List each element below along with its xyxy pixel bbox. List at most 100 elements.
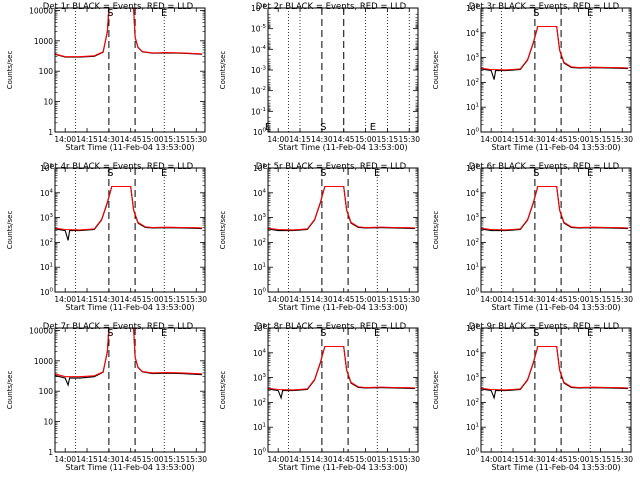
events-series-line: [55, 8, 203, 58]
lld-series-line: [55, 185, 203, 231]
y-axis-label: Counts/sec: [219, 51, 227, 90]
x-tick-label: 15:15: [377, 135, 399, 144]
y-axis-label: Counts/sec: [432, 51, 440, 90]
x-tick-label: 14:30: [98, 295, 120, 304]
y-tick-label: 10-5: [251, 24, 267, 33]
events-series-line: [55, 185, 203, 241]
x-tick-label: 14:45: [120, 295, 142, 304]
x-tick-label: 15:15: [164, 295, 186, 304]
plot-area: [55, 8, 203, 132]
x-tick-label: 15:30: [611, 455, 633, 464]
plot-area: [268, 328, 416, 452]
chart-title: Det 4r BLACK = Events, RED = LLD: [43, 162, 194, 172]
y-tick-label: 100: [466, 128, 480, 138]
lld-series-line: [481, 25, 629, 71]
y-tick-label: 101: [466, 423, 479, 433]
x-axis-label: Start Time (11-Feb-04 13:53:00): [65, 303, 194, 312]
lld-series-line: [481, 345, 629, 391]
y-tick-label: 103: [253, 373, 267, 383]
x-tick-label: 14:30: [311, 455, 333, 464]
time-marker-label: S: [533, 168, 539, 179]
x-tick-label: 14:00: [480, 295, 502, 304]
time-marker-label: E: [587, 328, 593, 339]
y-tick-label: 101: [253, 263, 266, 273]
x-tick-label: 15:00: [142, 135, 164, 144]
x-tick-label: 14:00: [480, 455, 502, 464]
x-tick-label: 14:15: [289, 135, 311, 144]
y-tick-label: 102: [466, 238, 479, 248]
chart-title: Det 9r BLACK = Events, RED = LLD: [469, 322, 620, 332]
time-marker-label: E: [587, 8, 593, 19]
y-axis-label: Counts/sec: [432, 371, 440, 410]
y-axis-label: Counts/sec: [219, 211, 227, 250]
y-tick-label: 101: [466, 263, 479, 273]
lld-series-line: [55, 328, 203, 378]
x-tick-label: 14:45: [333, 295, 355, 304]
x-tick-label: 14:15: [502, 455, 524, 464]
y-tick-label: 100: [39, 387, 54, 396]
y-tick-label: 105: [466, 4, 480, 14]
x-axis-label: Start Time (11-Feb-04 13:53:00): [491, 463, 620, 472]
y-tick-label: 102: [40, 238, 53, 248]
y-tick-label: 103: [253, 213, 267, 223]
plot-frame: [267, 327, 419, 453]
x-axis-label: Start Time (11-Feb-04 13:53:00): [278, 303, 407, 312]
lld-series-line: [268, 185, 416, 231]
time-marker-label: S: [320, 168, 326, 179]
y-tick-label: 103: [466, 213, 480, 223]
x-tick-label: 14:00: [480, 135, 502, 144]
y-tick-label: 104: [466, 188, 480, 198]
x-tick-label: 14:30: [98, 455, 120, 464]
y-tick-label: 100: [253, 448, 267, 458]
time-marker-label: E: [374, 168, 380, 179]
x-axis-label: Start Time (11-Feb-04 13:53:00): [491, 143, 620, 152]
time-marker-label: S: [107, 168, 113, 179]
x-tick-label: 15:30: [185, 455, 207, 464]
plot-frame: [54, 7, 206, 133]
y-tick-label: 105: [253, 324, 267, 334]
x-tick-label: 15:30: [398, 455, 420, 464]
y-tick-label: 104: [40, 188, 54, 198]
x-tick-label: 15:00: [355, 135, 377, 144]
time-marker-label: E: [370, 122, 376, 133]
x-tick-label: 15:30: [398, 295, 420, 304]
plot-area: [287, 8, 410, 132]
x-tick-label: 14:00: [54, 295, 76, 304]
x-tick-label: 14:00: [267, 135, 289, 144]
x-tick-label: 14:30: [524, 455, 546, 464]
y-tick-label: 104: [466, 348, 480, 358]
x-tick-label: 15:30: [398, 135, 420, 144]
plot-frame: [480, 327, 632, 453]
plot-frame: [267, 7, 419, 133]
chart-title: Det 3r BLACK = Events, RED = LLD: [469, 2, 620, 12]
y-axis-label: Counts/sec: [6, 51, 14, 90]
y-axis-label: Counts/sec: [6, 211, 14, 250]
x-tick-label: 15:15: [164, 455, 186, 464]
time-marker-label: E: [161, 168, 167, 179]
y-tick-label: 101: [466, 103, 479, 113]
y-axis-label: Counts/sec: [432, 211, 440, 250]
x-tick-label: 14:15: [502, 295, 524, 304]
y-tick-label: 10-1: [251, 107, 266, 117]
events-series-line: [268, 185, 416, 232]
y-tick-label: 104: [253, 348, 267, 358]
y-tick-label: 10-6: [251, 4, 267, 14]
plot-area: [55, 328, 203, 452]
x-tick-label: 15:00: [568, 455, 590, 464]
events-series-line: [481, 25, 629, 80]
plot-area: [481, 168, 629, 292]
y-tick-label: 10-4: [251, 45, 267, 55]
x-tick-label: 15:15: [590, 295, 612, 304]
chart-title: Det 7r BLACK = Events, RED = LLD: [43, 322, 194, 332]
x-tick-label: 15:00: [568, 295, 590, 304]
plot-frame: [54, 327, 206, 453]
x-tick-label: 14:15: [289, 455, 311, 464]
y-tick-label: 102: [253, 238, 266, 248]
lld-series-line: [268, 345, 416, 391]
y-tick-label: 105: [253, 164, 267, 174]
y-tick-label: 105: [466, 164, 480, 174]
